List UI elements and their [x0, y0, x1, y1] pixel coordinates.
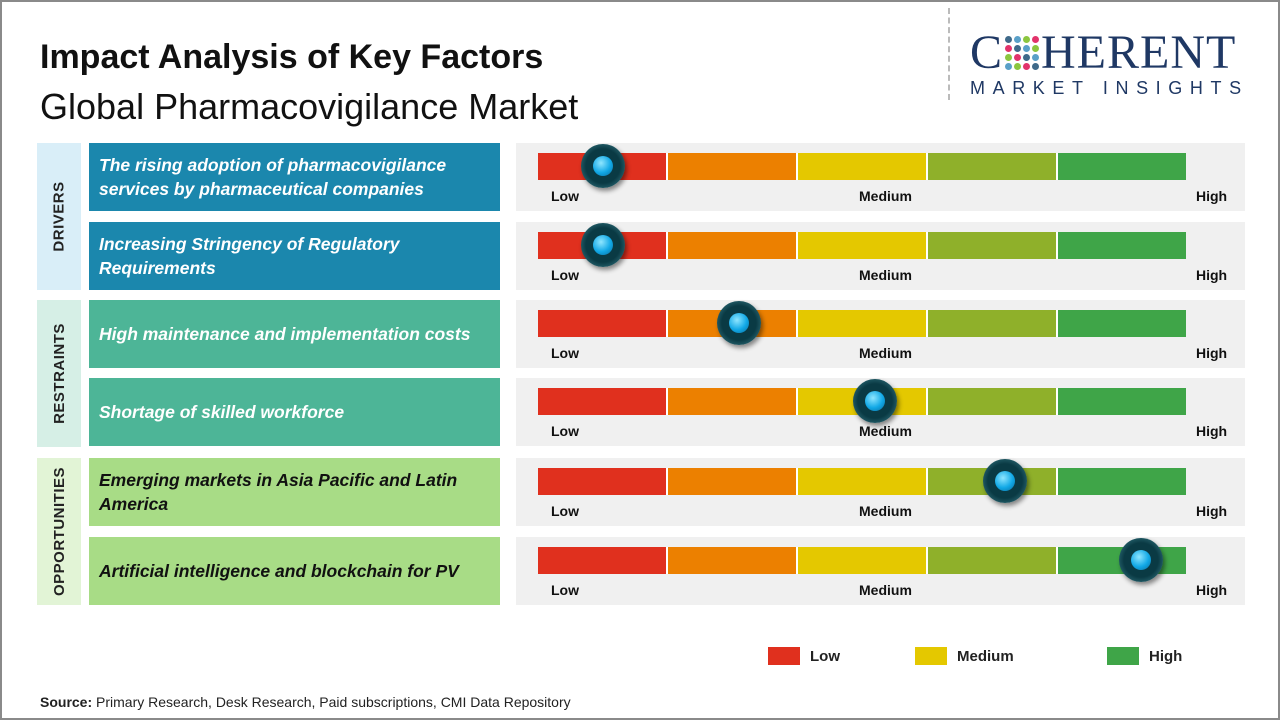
- gauge-segment-medium_high: [928, 388, 1058, 415]
- scale-label-medium: Medium: [859, 503, 912, 519]
- factor-label: The rising adoption of pharmacovigilance…: [89, 143, 500, 211]
- gauge-segment-medium_high: [928, 232, 1058, 259]
- scale-label-high: High: [1196, 423, 1228, 439]
- gauge-bar: [538, 547, 1186, 574]
- gauge-bar: [538, 388, 1186, 415]
- legend-label: High: [1149, 647, 1183, 665]
- scale-label-low: Low: [551, 267, 579, 283]
- impact-gauge: Low Medium High: [516, 222, 1245, 290]
- company-logo: C HERENT MARKET INSIGHTS: [970, 26, 1249, 99]
- factor-label: High maintenance and implementation cost…: [89, 300, 500, 368]
- factor-label: Artificial intelligence and blockchain f…: [89, 537, 500, 605]
- gauge-segment-medium: [798, 232, 928, 259]
- factor-text: The rising adoption of pharmacovigilance…: [99, 155, 447, 199]
- scale-label-medium: Medium: [859, 345, 912, 361]
- gauge-segment-medium: [798, 153, 928, 180]
- impact-marker: [716, 301, 761, 345]
- gauge-bar: [538, 468, 1186, 495]
- factor-text: High maintenance and implementation cost…: [99, 324, 471, 344]
- scale-label-high: High: [1196, 345, 1228, 361]
- gauge-segment-medium_high: [928, 310, 1058, 337]
- scale-label-medium: Medium: [859, 582, 912, 598]
- factor-text: Artificial intelligence and blockchain f…: [99, 561, 459, 581]
- factor-text: Shortage of skilled workforce: [99, 402, 345, 422]
- scale-label-high: High: [1196, 188, 1228, 204]
- gauge-segment-high: [1058, 153, 1186, 180]
- gauge-segment-low_medium: [668, 232, 798, 259]
- source-label: Source:: [40, 694, 93, 710]
- impact-marker: [852, 379, 897, 423]
- gauge-segment-low_medium: [668, 153, 798, 180]
- impact-gauge: Low Medium High: [516, 378, 1245, 446]
- gauge-segment-low_medium: [668, 547, 798, 574]
- factor-label: Emerging markets in Asia Pacific and Lat…: [89, 458, 500, 526]
- legend-swatch-high: [1107, 647, 1139, 665]
- impact-gauge: Low Medium High: [516, 143, 1245, 211]
- legend-low: Low: [768, 647, 840, 665]
- gauge-segment-high: [1058, 232, 1186, 259]
- impact-gauge: Low Medium High: [516, 458, 1245, 526]
- gauge-bar: [538, 310, 1186, 337]
- page-title: Impact Analysis of Key Factors: [40, 38, 544, 76]
- legend-swatch-medium: [915, 647, 947, 665]
- gauge-segment-low: [538, 388, 668, 415]
- scale-label-high: High: [1196, 503, 1228, 519]
- category-label: RESTRAINTS: [50, 323, 68, 424]
- factor-label: Increasing Stringency of Regulatory Requ…: [89, 222, 500, 290]
- gauge-segment-high: [1058, 468, 1186, 495]
- scale-label-medium: Medium: [859, 423, 912, 439]
- gauge-segment-high: [1058, 310, 1186, 337]
- gauge-segment-medium_high: [928, 153, 1058, 180]
- legend-label: Medium: [957, 647, 1014, 665]
- gauge-segment-medium: [798, 310, 928, 337]
- category-drivers: DRIVERS: [37, 143, 81, 290]
- factor-text: Emerging markets in Asia Pacific and Lat…: [99, 470, 458, 514]
- page-subtitle: Global Pharmacovigilance Market: [40, 86, 579, 127]
- legend-medium: Medium: [915, 647, 1014, 665]
- scale-label-medium: Medium: [859, 267, 912, 283]
- legend-label: Low: [810, 647, 840, 665]
- impact-marker: [982, 459, 1027, 503]
- gauge-segment-high: [1058, 388, 1186, 415]
- impact-marker: [580, 144, 625, 188]
- gauge-segment-medium: [798, 547, 928, 574]
- scale-label-low: Low: [551, 503, 579, 519]
- source-text: Primary Research, Desk Research, Paid su…: [92, 694, 571, 710]
- impact-marker: [580, 223, 625, 267]
- gauge-segment-low: [538, 547, 668, 574]
- scale-label-medium: Medium: [859, 188, 912, 204]
- gauge-segment-medium: [798, 468, 928, 495]
- legend-swatch-low: [768, 647, 800, 665]
- gauge-segment-medium_high: [928, 547, 1058, 574]
- factor-label: Shortage of skilled workforce: [89, 378, 500, 446]
- gauge-segment-low_medium: [668, 468, 798, 495]
- category-opportunities: OPPORTUNITIES: [37, 458, 81, 605]
- gauge-segment-low: [538, 468, 668, 495]
- globe-icon: [1005, 36, 1040, 70]
- factor-text: Increasing Stringency of Regulatory Requ…: [99, 234, 400, 278]
- impact-gauge: Low Medium High: [516, 537, 1245, 605]
- scale-label-high: High: [1196, 582, 1228, 598]
- divider: [948, 8, 950, 100]
- scale-label-low: Low: [551, 345, 579, 361]
- category-label: OPPORTUNITIES: [50, 466, 68, 597]
- scale-label-low: Low: [551, 423, 579, 439]
- scale-label-low: Low: [551, 582, 579, 598]
- source-note: Source: Primary Research, Desk Research,…: [40, 694, 571, 710]
- gauge-segment-low_medium: [668, 388, 798, 415]
- impact-marker: [1118, 538, 1163, 582]
- scale-label-low: Low: [551, 188, 579, 204]
- legend-high: High: [1107, 647, 1182, 665]
- gauge-segment-low: [538, 310, 668, 337]
- category-restraints: RESTRAINTS: [37, 300, 81, 447]
- scale-label-high: High: [1196, 267, 1228, 283]
- impact-gauge: Low Medium High: [516, 300, 1245, 368]
- gauge-bar: [538, 232, 1186, 259]
- gauge-bar: [538, 153, 1186, 180]
- category-label: DRIVERS: [50, 181, 68, 252]
